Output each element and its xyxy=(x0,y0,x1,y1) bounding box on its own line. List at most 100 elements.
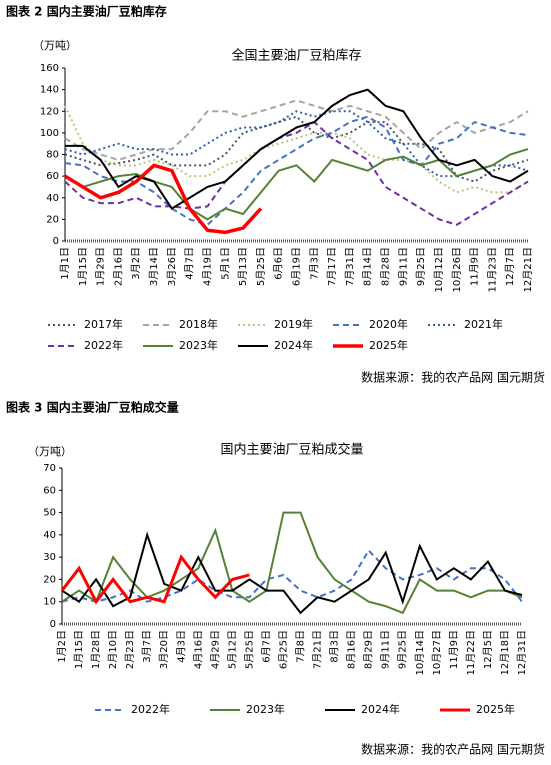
x-tick-label: 4月7日 xyxy=(184,247,196,280)
x-tick-label: 4月29日 xyxy=(209,630,221,669)
series-line xyxy=(64,120,529,226)
x-tick-label: 8月3日 xyxy=(329,630,341,663)
y-tick-label: 120 xyxy=(40,106,59,117)
chart-title: 全国主要油厂豆粕库存 xyxy=(231,48,361,64)
y-tick-label: 40 xyxy=(43,530,56,541)
x-tick-label: 3月20日 xyxy=(158,630,170,669)
x-tick-label: 4月19日 xyxy=(201,247,213,286)
x-tick-label: 9月11日 xyxy=(397,247,409,286)
legend-label: 2020年 xyxy=(369,317,408,331)
legend-label: 2024年 xyxy=(274,338,313,352)
legend-label: 2024年 xyxy=(361,702,400,716)
series-line xyxy=(64,115,529,183)
chart-title: 国内主要油厂豆粕成交量 xyxy=(220,442,363,458)
legend-label: 2022年 xyxy=(84,338,123,352)
x-tick-label: 5月25日 xyxy=(243,630,255,669)
series-line xyxy=(64,105,529,194)
series-line xyxy=(64,99,529,161)
y-axis-label: （万吨） xyxy=(33,39,77,52)
x-tick-label: 7月8日 xyxy=(295,630,307,663)
x-tick-label: 1月28日 xyxy=(90,630,102,669)
x-tick-label: 10月27日 xyxy=(431,630,443,675)
x-tick-label: 4月3日 xyxy=(175,630,187,663)
x-tick-label: 6月7日 xyxy=(260,630,272,663)
series-line xyxy=(64,115,529,226)
source-note: 数据来源：我的农产品网 国元期货 xyxy=(361,370,545,385)
x-tick-label: 1月15日 xyxy=(77,247,89,286)
figure-caption: 图表 3 国内主要油厂豆粕成交量 xyxy=(6,400,179,415)
x-tick-label: 9月25日 xyxy=(397,630,409,669)
x-tick-label: 12月7日 xyxy=(504,247,516,286)
series-line xyxy=(61,531,523,615)
y-tick-label: 60 xyxy=(43,485,56,496)
series-line xyxy=(65,88,529,210)
y-tick-label: 70 xyxy=(43,463,56,474)
y-tick-label: 100 xyxy=(40,128,59,139)
y-tick-label: 20 xyxy=(43,574,56,585)
legend-label: 2025年 xyxy=(476,702,515,716)
x-tick-label: 8月14日 xyxy=(362,247,374,286)
y-tick-label: 80 xyxy=(46,150,59,161)
y-tick-label: 30 xyxy=(43,552,56,563)
series-line xyxy=(64,163,263,235)
x-tick-label: 9月11日 xyxy=(380,630,392,669)
y-tick-label: 20 xyxy=(46,214,59,225)
x-tick-label: 6月19日 xyxy=(291,247,303,286)
series-line xyxy=(60,554,250,605)
x-tick-label: 1月15日 xyxy=(73,630,85,669)
x-tick-label: 12月21日 xyxy=(522,247,534,292)
x-tick-label: 3月7日 xyxy=(141,630,153,663)
series-line xyxy=(64,110,529,178)
x-tick-label: 7月3日 xyxy=(308,247,320,280)
x-tick-label: 6月6日 xyxy=(273,247,285,280)
legend-label: 2021年 xyxy=(464,317,503,331)
x-tick-label: 4月16日 xyxy=(192,630,204,669)
legend-label: 2018年 xyxy=(179,317,218,331)
y-tick-label: 140 xyxy=(40,85,59,96)
legend-label: 2025年 xyxy=(369,338,408,352)
x-tick-label: 3月14日 xyxy=(148,247,160,286)
source-note: 数据来源：我的农产品网 国元期货 xyxy=(361,742,545,757)
x-tick-label: 6月25日 xyxy=(277,630,289,669)
x-tick-label: 7月21日 xyxy=(312,630,324,669)
series-line xyxy=(61,511,523,615)
x-tick-label: 11月9日 xyxy=(469,247,481,286)
x-tick-label: 10月26日 xyxy=(451,247,463,292)
x-tick-label: 11月9日 xyxy=(448,630,460,669)
x-tick-label: 5月1日 xyxy=(219,247,231,280)
x-tick-label: 5月25日 xyxy=(255,247,267,286)
x-tick-label: 12月5日 xyxy=(482,630,494,669)
x-tick-label: 2月16日 xyxy=(112,247,124,286)
y-axis-label: （万吨） xyxy=(28,445,72,458)
legend-label: 2022年 xyxy=(131,702,170,716)
y-tick-label: 50 xyxy=(43,508,56,519)
x-tick-label: 8月16日 xyxy=(346,630,358,669)
x-tick-label: 7月17日 xyxy=(326,247,338,286)
x-tick-label: 2月23日 xyxy=(124,630,136,669)
y-tick-label: 0 xyxy=(53,236,59,247)
legend-label: 2017年 xyxy=(84,317,123,331)
y-tick-label: 60 xyxy=(46,171,59,182)
x-tick-label: 8月29日 xyxy=(363,630,375,669)
x-tick-label: 1月2日 xyxy=(56,630,68,663)
x-tick-label: 3月2日 xyxy=(130,247,142,280)
x-tick-label: 3月26日 xyxy=(166,247,178,286)
x-tick-label: 10月14日 xyxy=(414,630,426,675)
x-tick-label: 11月22日 xyxy=(465,630,477,675)
x-tick-label: 5月12日 xyxy=(226,630,238,669)
x-tick-label: 11月23日 xyxy=(486,247,498,292)
y-tick-label: 0 xyxy=(50,619,56,630)
x-tick-label: 9月25日 xyxy=(415,247,427,286)
x-tick-label: 12月18日 xyxy=(499,630,511,675)
y-tick-label: 40 xyxy=(46,193,59,204)
figure-caption: 图表 2 国内主要油厂豆粕库存 xyxy=(6,4,167,19)
x-tick-label: 2月10日 xyxy=(107,630,119,669)
x-tick-label: 1月29日 xyxy=(95,247,107,286)
y-tick-label: 10 xyxy=(43,597,56,608)
y-tick-label: 160 xyxy=(40,63,59,74)
x-tick-label: 10月12日 xyxy=(433,247,445,292)
x-tick-label: 7月31日 xyxy=(344,247,356,286)
legend-label: 2019年 xyxy=(274,317,313,331)
legend-label: 2023年 xyxy=(179,338,218,352)
